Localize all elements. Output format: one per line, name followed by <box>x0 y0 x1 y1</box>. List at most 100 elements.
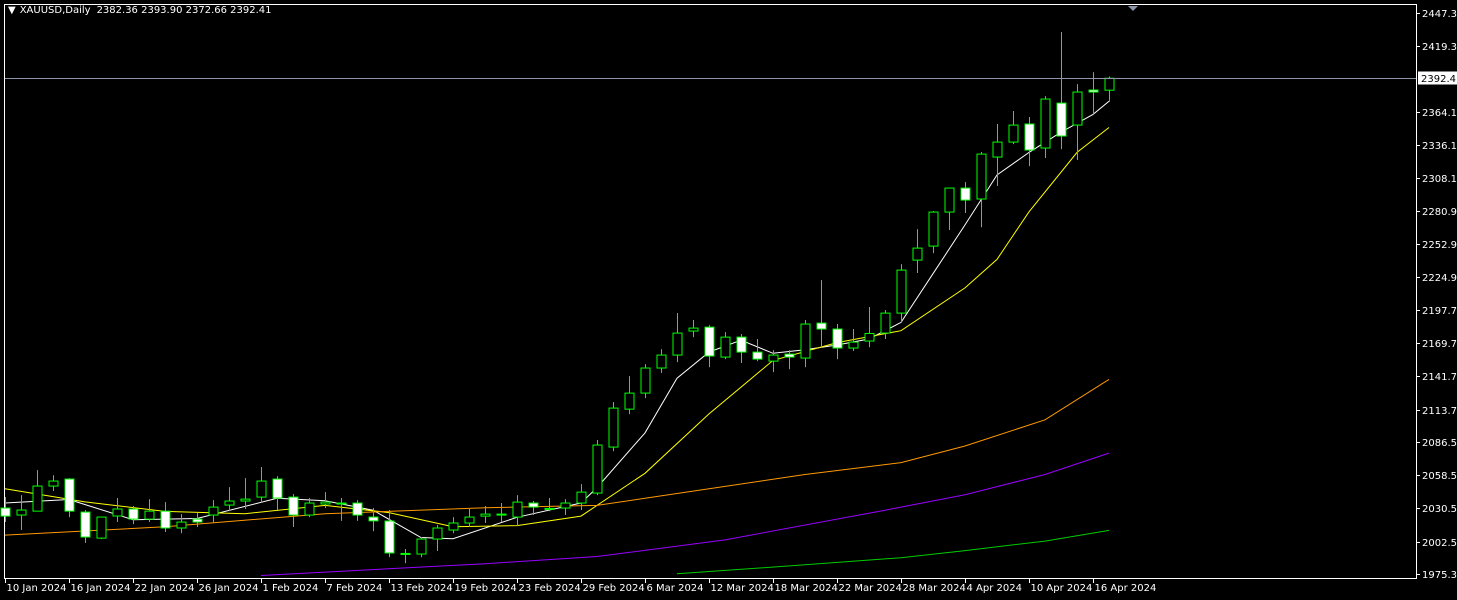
candle[interactable] <box>1072 84 1083 161</box>
candle[interactable] <box>864 307 875 348</box>
candle[interactable] <box>352 500 363 521</box>
candle[interactable] <box>768 350 779 373</box>
candle[interactable] <box>800 320 811 368</box>
candle[interactable] <box>736 334 747 364</box>
candle[interactable] <box>48 475 59 492</box>
candle[interactable] <box>400 549 411 564</box>
candle[interactable] <box>192 513 203 528</box>
candle-body-bull <box>992 141 1003 158</box>
candle-body-bull <box>480 513 491 517</box>
candle[interactable] <box>448 517 459 534</box>
candle[interactable] <box>832 324 843 360</box>
candle[interactable] <box>144 499 155 523</box>
candle[interactable] <box>656 349 667 374</box>
candle[interactable] <box>704 325 715 368</box>
candle[interactable] <box>1024 116 1035 167</box>
price-tick-label: 2447.30 <box>1422 9 1457 20</box>
candle[interactable] <box>160 502 171 533</box>
candle[interactable] <box>384 510 395 558</box>
candle[interactable] <box>368 508 379 532</box>
candle[interactable] <box>176 514 187 534</box>
candle[interactable] <box>528 501 539 516</box>
price-tick-label: 2197.70 <box>1422 306 1457 317</box>
candle[interactable] <box>848 329 859 352</box>
time-axis: 10 Jan 2024 16 Jan 2024 22 Jan 2024 26 Jan … <box>5 578 1156 594</box>
candle[interactable] <box>544 498 555 512</box>
candle[interactable] <box>576 484 587 511</box>
price-tick-label: 2141.70 <box>1422 372 1457 383</box>
candle[interactable] <box>672 312 683 363</box>
candle[interactable] <box>304 498 315 518</box>
candle[interactable] <box>416 537 427 558</box>
candle[interactable] <box>720 332 731 360</box>
candle[interactable] <box>96 516 107 540</box>
candle-body-bull <box>416 538 427 555</box>
candle-body-bull <box>688 327 699 332</box>
candle-body-bull <box>208 506 219 516</box>
candle-body-bull <box>48 480 59 487</box>
candle[interactable] <box>336 498 347 521</box>
candle-body-bear <box>736 336 747 353</box>
candle[interactable] <box>816 280 827 348</box>
price-tick-label: 2169.70 <box>1422 339 1457 350</box>
candle-body-bear <box>80 511 91 538</box>
candle[interactable] <box>944 187 955 231</box>
candle[interactable] <box>208 500 219 524</box>
candle[interactable] <box>1088 72 1099 116</box>
candle[interactable] <box>240 478 251 509</box>
candle[interactable] <box>976 152 987 228</box>
candle-body-bull <box>400 552 411 555</box>
candle-body-bull <box>32 485 43 512</box>
candle-body-bull <box>656 354 667 369</box>
candle[interactable] <box>1056 32 1067 150</box>
candle[interactable] <box>128 506 139 525</box>
candle[interactable] <box>640 364 651 399</box>
candle[interactable] <box>16 495 27 531</box>
candle[interactable] <box>64 478 75 518</box>
candle[interactable] <box>912 229 923 274</box>
candle[interactable] <box>608 402 619 452</box>
candle[interactable] <box>320 492 331 509</box>
candle-body-bull <box>1104 77 1115 91</box>
time-tick-label: 22 Jan 2024 <box>135 583 195 594</box>
candle[interactable] <box>80 510 91 543</box>
candle[interactable] <box>480 506 491 524</box>
candle[interactable] <box>896 264 907 323</box>
candle-body-bull <box>592 444 603 494</box>
ohlc-readout: 2382.36 2393.90 2372.66 2392.41 <box>96 5 272 16</box>
candle[interactable] <box>752 339 763 362</box>
candle[interactable] <box>1040 96 1051 159</box>
time-tick-label: 12 Mar 2024 <box>711 583 774 594</box>
candle[interactable] <box>32 470 43 512</box>
candle[interactable] <box>592 440 603 496</box>
candle-body-bear <box>368 516 379 522</box>
candle-body-bull <box>768 354 779 362</box>
candle[interactable] <box>112 498 123 523</box>
candle[interactable] <box>1008 111 1019 145</box>
candle-body-bull <box>912 247 923 261</box>
candle[interactable] <box>464 508 475 528</box>
candle[interactable] <box>272 476 283 511</box>
candle[interactable] <box>512 495 523 527</box>
candle[interactable] <box>784 350 795 370</box>
candle[interactable] <box>224 487 235 512</box>
candle[interactable] <box>560 499 571 516</box>
candle-body-bull <box>96 516 107 539</box>
candle[interactable] <box>928 211 939 254</box>
candle[interactable] <box>432 525 443 552</box>
candle-body-bear <box>1056 102 1067 137</box>
candle[interactable] <box>624 376 635 415</box>
candle[interactable] <box>992 124 1003 187</box>
candle[interactable] <box>256 467 267 504</box>
candle[interactable] <box>880 310 891 340</box>
caret-down-icon[interactable]: ▼ <box>8 5 16 16</box>
candle[interactable] <box>0 497 11 523</box>
candle-body-bull <box>720 336 731 358</box>
candle[interactable] <box>496 503 507 523</box>
candle[interactable] <box>288 494 299 528</box>
chart-shift-marker-icon[interactable] <box>1128 6 1138 11</box>
candle-body-bull <box>496 513 507 516</box>
candle[interactable] <box>688 320 699 338</box>
candle[interactable] <box>960 182 971 214</box>
